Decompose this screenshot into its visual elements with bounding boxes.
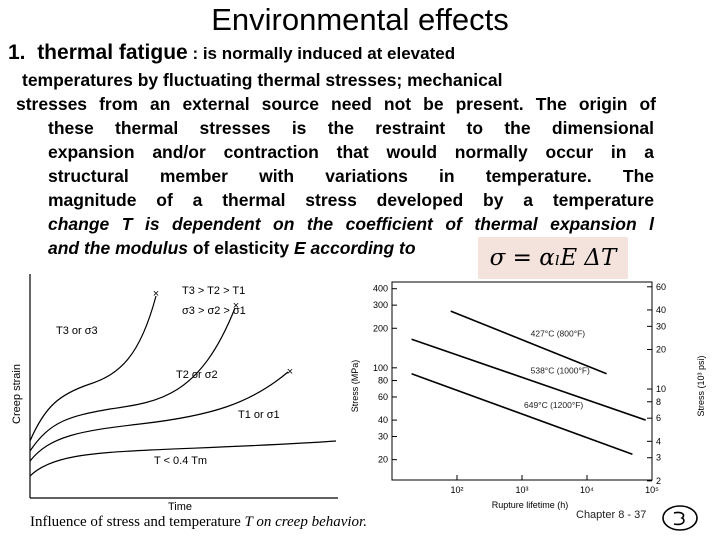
curve-label-t1: T1 or σ1: [238, 409, 280, 421]
series-line: [411, 373, 633, 455]
x-axis-label: Rupture lifetime (h): [492, 500, 569, 510]
creep-ylabel: Creep strain: [11, 364, 23, 424]
body-line-8-normal: of elasticity: [188, 238, 295, 258]
creep-curve-t1: [29, 371, 289, 462]
y-right-tick-label: 2: [656, 476, 661, 486]
x-tick-label: 10⁵: [645, 485, 659, 495]
legend-stress-order: σ3 > σ2 > σ1: [182, 305, 246, 317]
chapter-footer: Chapter 8 - 37: [576, 509, 647, 521]
figure-caption: Influence of stress and temperature T on…: [30, 514, 367, 531]
y-right-tick-label: 10: [656, 384, 666, 394]
rupture-mark-t1: ×: [287, 366, 293, 378]
y-right-tick-label: 4: [656, 436, 661, 446]
series-line: [450, 310, 607, 375]
y-right-tick-label: 6: [656, 413, 661, 423]
y-tick-label: 20: [378, 455, 388, 465]
x-tick-label: 10²: [450, 485, 463, 495]
y-right-tick-label: 60: [656, 282, 666, 292]
heading-term: thermal fatigue: [37, 41, 188, 64]
thermal-stress-formula: σ = αₗE ΔT: [478, 237, 628, 279]
caption-italic: T on creep behavior.: [244, 514, 367, 530]
y-right-tick-label: 30: [656, 321, 666, 331]
creep-curves-figure: Creep strain Time × × × T3 > T2 > T1 σ3 …: [11, 274, 338, 513]
y-right-tick-label: 20: [656, 344, 666, 354]
y-tick-label: 200: [373, 323, 388, 333]
y-right-tick-label: 8: [656, 397, 661, 407]
body-line-6: magnitude of a thermal stress developed …: [48, 190, 654, 210]
y-tick-label: 80: [378, 376, 388, 386]
rupture-mark-t2: ×: [233, 300, 239, 312]
section-heading: 1. thermal fatigue : is normally induced…: [8, 40, 455, 67]
body-line-1: temperatures by fluctuating thermal stre…: [22, 70, 503, 90]
y-axis-label: Stress (MPa): [350, 360, 360, 413]
body-line-4: expansion and/or contraction that would …: [48, 142, 654, 162]
series-label: 538°C (1000°F): [531, 366, 590, 376]
creep-curve-t2: [29, 307, 236, 452]
body-line-3: these thermal stresses is the restraint …: [48, 118, 654, 138]
creep-curve-low-t: [29, 440, 337, 477]
stress-rupture-chart: Stress (MPa) Stress (10³ psi) Rupture li…: [350, 281, 706, 510]
heading-number: 1.: [8, 41, 26, 64]
y-axis-label-right: Stress (10³ psi): [696, 355, 706, 416]
body-line-5: structural member with variations in tem…: [48, 166, 654, 186]
y-right-tick-label: 40: [656, 305, 666, 315]
caption-text: Influence of stress and temperature: [30, 514, 245, 530]
y-tick-label: 60: [378, 392, 388, 402]
y-tick-label: 30: [378, 432, 388, 442]
curve-label-t3: T3 or σ3: [56, 325, 98, 337]
creep-curve-t3: [29, 295, 157, 442]
heading-rest: : is normally induced at elevated: [187, 44, 456, 63]
publisher-logo-icon: [662, 505, 698, 531]
y-right-tick-label: 3: [656, 453, 661, 463]
x-tick-label: 10³: [515, 485, 528, 495]
y-tick-label: 100: [373, 363, 388, 373]
series-label: 427°C (800°F): [531, 328, 586, 338]
x-tick-label: 10⁴: [580, 485, 594, 495]
y-tick-label: 40: [378, 415, 388, 425]
legend-temperature-order: T3 > T2 > T1: [182, 285, 245, 297]
body-line-2: stresses from an external source need no…: [16, 94, 656, 114]
rupture-mark-t3: ×: [153, 288, 159, 300]
body-line-8-end: E according to: [294, 238, 416, 258]
creep-xlabel: Time: [168, 501, 192, 513]
series-line: [411, 338, 646, 421]
slide-title: Environmental effects: [211, 2, 509, 37]
body-line-8: and the modulus of elasticity E accordin…: [48, 236, 416, 260]
curve-label-low-t: T < 0.4 Tm: [154, 455, 207, 467]
body-line-8-italic: and the modulus: [48, 238, 188, 258]
y-tick-label: 300: [373, 300, 388, 310]
body-line-7: change T is dependent on the coefficient…: [48, 214, 654, 234]
series-label: 649°C (1200°F): [524, 400, 583, 410]
curve-label-t2: T2 or σ2: [176, 369, 218, 381]
y-tick-label: 400: [373, 284, 388, 294]
